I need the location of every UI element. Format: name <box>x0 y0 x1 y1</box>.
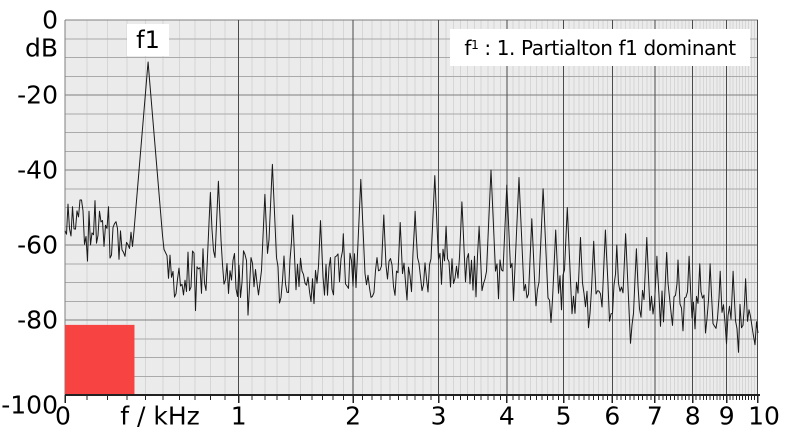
x-tick-label: 0 <box>55 401 71 431</box>
y-tick-label: -60 <box>17 230 58 260</box>
x-tick-label: 7 <box>646 401 663 431</box>
annotation-box: f1 : 1. Partialton f1 dominant <box>450 29 750 66</box>
y-axis-unit-label: dB <box>24 33 58 63</box>
y-tick-label: -20 <box>17 80 58 110</box>
y-tick-label: -40 <box>17 155 58 185</box>
x-tick-label: 5 <box>555 401 572 431</box>
annotation-superscript: 1 <box>470 36 479 52</box>
fundamental-highlight <box>65 324 135 395</box>
x-tick-label: 10 <box>748 401 780 431</box>
x-tick-label: 4 <box>498 401 515 431</box>
x-tick-label: 6 <box>604 401 621 431</box>
spectrum-trace <box>64 61 759 353</box>
f1-peak-label: f1 <box>136 26 160 54</box>
x-tick-label: 1 <box>230 401 247 431</box>
y-tick-label: -80 <box>17 305 58 335</box>
x-tick-label: 3 <box>430 401 447 431</box>
annotation-rest: : 1. Partialton f1 dominant <box>478 35 736 60</box>
y-tick-label: 0 <box>42 5 58 35</box>
x-axis-title: f / kHz <box>120 401 200 431</box>
annotation-base: f <box>464 35 471 60</box>
y-tick-label: -100 <box>1 390 58 420</box>
x-tick-label: 2 <box>345 401 362 431</box>
x-tick-label: 8 <box>684 401 701 431</box>
f1-peak-label-box: f1 <box>127 24 169 56</box>
annotation-text: f1 : 1. Partialton f1 dominant <box>464 35 736 60</box>
x-tick-label: 9 <box>718 401 735 431</box>
